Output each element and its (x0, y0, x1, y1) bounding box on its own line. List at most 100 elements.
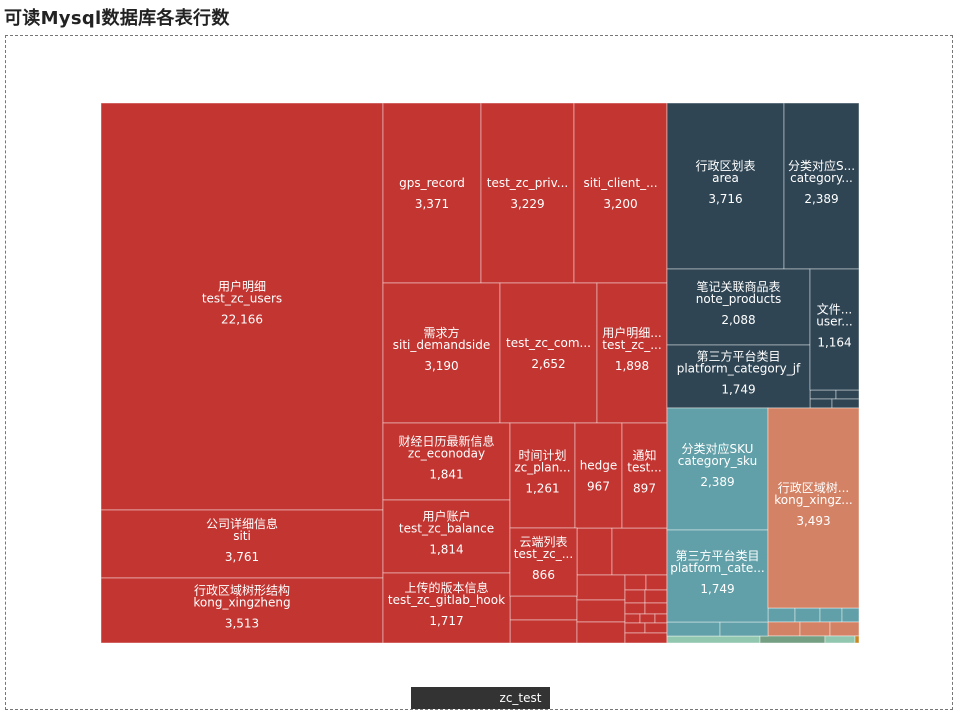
treemap-cell-table: kong_xingz... (774, 493, 853, 507)
treemap-cell-table: test_zc_com... (506, 336, 591, 350)
treemap-cell-value: 1,749 (700, 582, 734, 596)
treemap-cell-small[interactable] (576, 599, 626, 623)
treemap-cell-table: user... (816, 315, 853, 329)
treemap-cell-table: zc_econoday (408, 447, 485, 461)
treemap-cell-small[interactable] (509, 595, 578, 621)
treemap-cell-small[interactable] (644, 589, 668, 604)
treemap-cell-value: 2,652 (531, 357, 565, 371)
treemap-cell-name: 财经日历最新信息 (398, 434, 494, 449)
treemap-cell[interactable] (509, 527, 578, 597)
treemap-cell-table: test_zc_gitlab_hook (388, 593, 505, 607)
treemap-cell-name: 分类对应SKU (682, 441, 754, 456)
treemap-cell-name: 用户账户 (422, 509, 470, 524)
treemap-cell-small[interactable] (639, 613, 656, 624)
treemap-cell-small[interactable] (829, 621, 860, 637)
treemap-cell-small[interactable] (819, 607, 843, 623)
treemap-cell-small[interactable] (576, 574, 626, 601)
treemap-cell-table: platform_category_jf (677, 362, 801, 376)
treemap-cell-name: 文件... (817, 302, 852, 317)
treemap-cell-value: 866 (532, 568, 555, 582)
treemap-cell[interactable] (509, 422, 576, 529)
treemap-cell-table: test_zc_users (202, 292, 282, 306)
treemap-cell-small[interactable] (611, 527, 668, 576)
treemap-cell[interactable] (666, 529, 769, 623)
treemap-cell-value: 3,716 (708, 192, 742, 206)
treemap-cell-table: area (712, 171, 739, 185)
treemap-cell-value: 3,513 (225, 617, 259, 631)
treemap-cell-small[interactable] (809, 398, 833, 409)
treemap-cell-small[interactable] (799, 621, 831, 637)
treemap-cell-small[interactable] (767, 607, 796, 623)
treemap-cell-value: 1,749 (721, 383, 755, 397)
treemap-cell-value: 3,190 (424, 359, 458, 373)
treemap-cell[interactable] (767, 407, 860, 609)
treemap-cell-name: 公司详细信息 (206, 516, 278, 531)
treemap-cell-small[interactable] (576, 527, 613, 576)
treemap-cell-small[interactable] (624, 632, 668, 644)
treemap-cell-table: hedge (580, 459, 618, 473)
treemap-cell[interactable] (666, 407, 769, 531)
treemap-cell-small[interactable] (841, 607, 860, 623)
breadcrumb-current[interactable]: zc_test (491, 687, 550, 709)
treemap-cell-small[interactable] (767, 621, 801, 637)
treemap-cell-small[interactable] (645, 574, 668, 591)
treemap-cell-small[interactable] (624, 602, 646, 615)
treemap-cell-small[interactable] (644, 622, 668, 634)
treemap-cell-table: test_zc_... (514, 547, 573, 561)
treemap-cell[interactable] (573, 102, 668, 284)
treemap-cell[interactable] (382, 572, 511, 644)
treemap-cell-small[interactable] (824, 635, 856, 644)
treemap-cell-name: 笔记关联商品表 (696, 279, 780, 294)
treemap-cell-table: siti (233, 529, 251, 543)
treemap-cell-value: 3,493 (796, 514, 830, 528)
treemap-cell-small[interactable] (509, 619, 578, 644)
treemap-cell-name: 行政区划表 (695, 159, 755, 173)
treemap-cell[interactable] (100, 102, 384, 511)
treemap-cell-value: 3,229 (510, 197, 544, 211)
treemap-cell[interactable] (382, 422, 511, 501)
breadcrumb-root[interactable] (411, 687, 499, 709)
treemap-cell-small[interactable] (624, 589, 646, 604)
treemap-cell-small[interactable] (835, 389, 860, 400)
treemap-cell-small[interactable] (719, 621, 769, 637)
treemap-cell-small[interactable] (759, 635, 826, 644)
treemap-cell[interactable] (666, 102, 785, 270)
treemap-cell-name: 行政区域树... (778, 480, 849, 495)
treemap-cell[interactable] (809, 268, 860, 391)
treemap-cell-small[interactable] (809, 389, 837, 400)
treemap-cell-small[interactable] (644, 602, 668, 615)
treemap-cell[interactable] (382, 282, 501, 424)
treemap-cell[interactable] (783, 102, 860, 270)
treemap-cell[interactable] (382, 102, 482, 284)
treemap-cell[interactable] (666, 268, 811, 346)
treemap-cell-small[interactable] (854, 635, 860, 644)
treemap-cell-value: 897 (633, 482, 656, 496)
treemap-cell-value: 1,717 (429, 614, 463, 628)
treemap-cell[interactable] (596, 282, 668, 424)
treemap-cell-small[interactable] (624, 574, 647, 591)
treemap-cell-value: 1,841 (429, 468, 463, 482)
treemap-cell-value: 2,389 (700, 475, 734, 489)
treemap-cell-small[interactable] (831, 398, 860, 409)
treemap-cell-small[interactable] (794, 607, 821, 623)
treemap-cell-name: 分类对应S... (788, 158, 855, 173)
treemap-cell[interactable] (621, 422, 668, 529)
treemap-cell-small[interactable] (666, 635, 761, 644)
treemap-cell-small[interactable] (624, 622, 646, 634)
treemap-cell-table: test_zc_balance (399, 522, 494, 536)
treemap-cell-name: 时间计划 (518, 449, 566, 463)
treemap-cell-small[interactable] (666, 621, 721, 637)
treemap-cell-value: 967 (587, 480, 610, 494)
treemap-cell-small[interactable] (654, 613, 668, 624)
treemap-cell[interactable] (382, 499, 511, 574)
treemap-cell-small[interactable] (624, 613, 641, 624)
treemap-cell-table: category... (790, 171, 853, 185)
treemap-cell[interactable] (574, 422, 623, 529)
treemap-cell-small[interactable] (576, 621, 626, 644)
treemap-cell[interactable] (499, 282, 598, 424)
treemap-cell[interactable] (666, 344, 811, 409)
treemap-cell-name: 用户明细 (218, 279, 266, 294)
treemap-cell-name: 通知 (632, 449, 656, 463)
treemap-cell[interactable] (480, 102, 575, 284)
